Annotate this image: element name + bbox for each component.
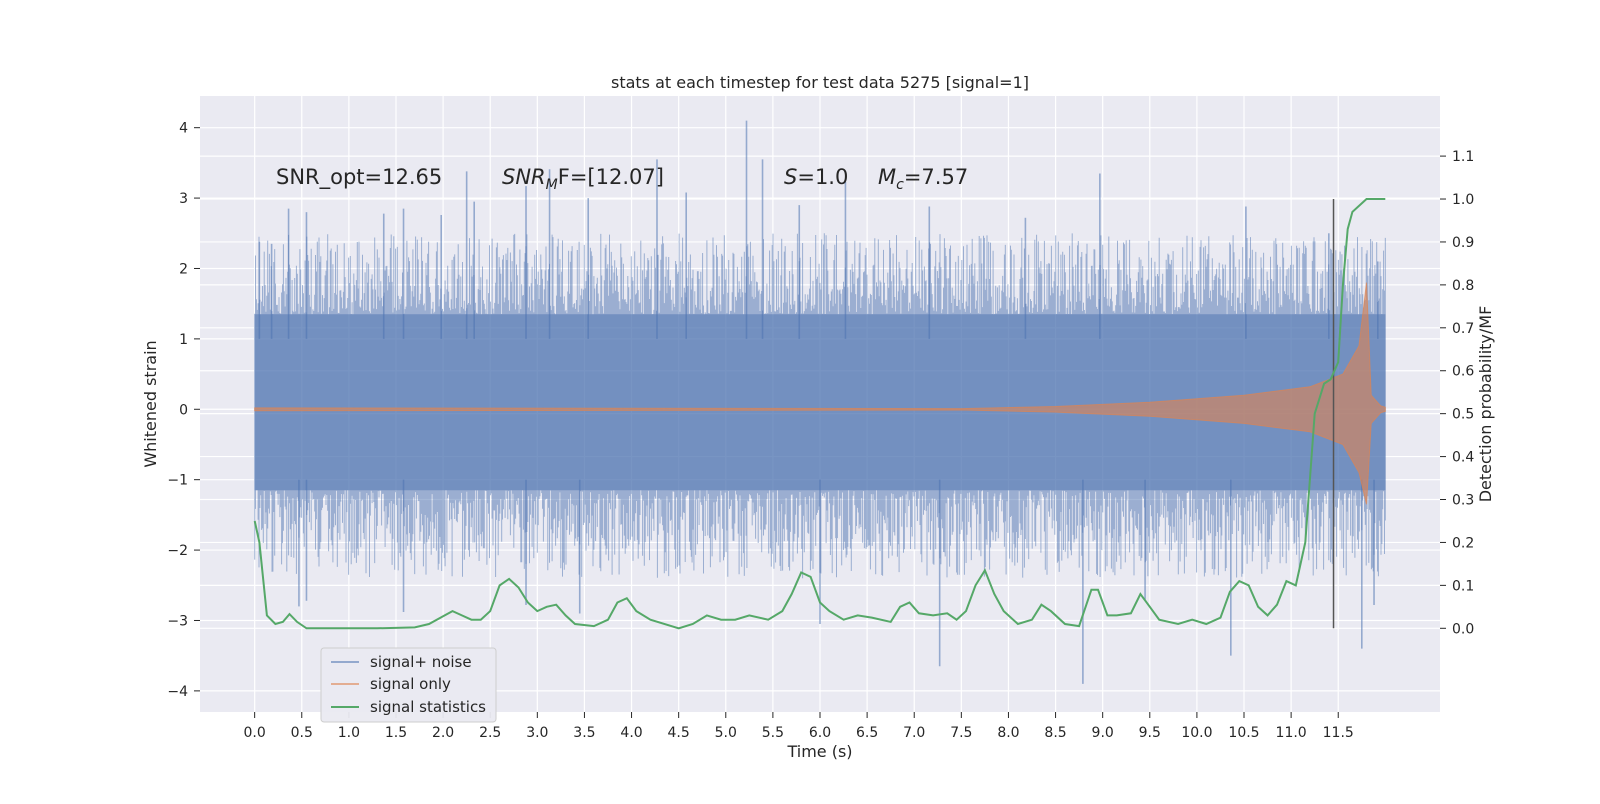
x-tick-label-5: 2.5	[479, 725, 501, 741]
statistics-line	[253, 198, 1386, 630]
y-left-tick-label-5: −1	[167, 473, 188, 489]
x-tick-label-3: 1.5	[385, 725, 407, 741]
x-tick-label-15: 7.5	[950, 725, 972, 741]
x-tick-label-4: 2.0	[432, 725, 454, 741]
annotation-mc: Mc=7.57	[878, 165, 968, 193]
x-tick-label-2: 1.0	[338, 725, 360, 741]
x-tick-label-18: 9.0	[1092, 725, 1114, 741]
x-tick-label-17: 8.5	[1044, 725, 1066, 741]
y-left-tick-label-3: 1	[179, 332, 188, 348]
x-tick-label-21: 10.5	[1228, 725, 1259, 741]
y-right-tick-label-6: 0.5	[1452, 407, 1474, 423]
x-tick-label-11: 5.5	[762, 725, 784, 741]
x-tick-label-14: 7.0	[903, 725, 925, 741]
x-tick-label-7: 3.5	[573, 725, 595, 741]
annotation-mc-main: M	[878, 165, 896, 189]
x-tick-label-0: 0.0	[244, 725, 266, 741]
x-tick-label-13: 6.5	[856, 725, 878, 741]
y-right-tick-label-7: 0.4	[1452, 450, 1474, 466]
y-left-tick-label-0: 4	[179, 121, 188, 137]
y-right-tick-label-2: 0.9	[1452, 235, 1474, 251]
signal-statistics-series	[253, 198, 1386, 630]
axis-ticks: 0.0 0.5 1.0 1.5 2.0 2.5 3.0 3.5 4.0 4.5 5.0 5.5 6.0 6…	[167, 121, 1474, 741]
y-right-tick-label-4: 0.7	[1452, 321, 1474, 337]
y-left-tick-label-1: 3	[179, 191, 188, 207]
y-right-tick-label-5: 0.6	[1452, 364, 1474, 380]
y-right-tick-label-9: 0.2	[1452, 535, 1474, 551]
y-axis-label-left: Whitened strain	[141, 340, 160, 467]
y-right-tick-label-8: 0.3	[1452, 493, 1474, 509]
y-right-tick-label-1: 1.0	[1452, 192, 1474, 208]
y-right-tick-label-3: 0.8	[1452, 278, 1474, 294]
chart-title: stats at each timestep for test data 527…	[611, 73, 1029, 92]
legend-box	[320, 647, 497, 723]
x-tick-label-6: 3.0	[526, 725, 548, 741]
annotation-snr-mf-main: SNR	[502, 165, 546, 189]
y-left-tick-label-2: 2	[179, 261, 188, 277]
y-left-tick-label-6: −2	[167, 543, 188, 559]
legend-label-signal-only: signal only	[370, 675, 451, 693]
x-tick-label-1: 0.5	[291, 725, 313, 741]
annotation-snr-mf: SNRMF=[12.07]	[502, 165, 664, 193]
y-right-tick-label-11: 0.0	[1452, 621, 1474, 637]
y-right-tick-label-0: 1.1	[1452, 149, 1474, 165]
x-tick-label-22: 11.0	[1276, 725, 1307, 741]
legend-label-signal-plus-noise: signal+ noise	[370, 653, 472, 671]
y-left-tick-label-7: −3	[167, 613, 188, 629]
annotation-mc-sub: c	[896, 177, 904, 193]
annotation-s: S=1.0	[784, 165, 848, 189]
x-tick-label-23: 11.5	[1323, 725, 1354, 741]
y-right-tick-label-10: 0.1	[1452, 578, 1474, 594]
y-axis-label-right: Detection probability/MF	[1476, 306, 1495, 503]
legend-label-signal-statistics: signal statistics	[370, 698, 486, 716]
annotation-mc-tail: =7.57	[904, 165, 968, 189]
x-tick-label-10: 5.0	[715, 725, 737, 741]
x-tick-label-16: 8.0	[997, 725, 1019, 741]
x-tick-label-19: 9.5	[1139, 725, 1161, 741]
signal-envelope	[254, 282, 1386, 505]
annotation-snr-mf-tail: F=[12.07]	[558, 165, 664, 189]
x-axis-label: Time (s)	[786, 742, 852, 761]
x-tick-label-12: 6.0	[809, 725, 831, 741]
x-tick-label-9: 4.5	[668, 725, 690, 741]
y-left-tick-label-8: −4	[167, 684, 188, 700]
annotation-s-main: S	[784, 165, 797, 189]
x-tick-label-20: 10.0	[1181, 725, 1212, 741]
signal-only-series	[254, 199, 1386, 629]
annotation-s-tail: =1.0	[797, 165, 848, 189]
annotation-snr-opt: SNR_opt=12.65	[276, 165, 442, 190]
legend: signal+ noise signal only signal statist…	[320, 647, 497, 723]
y-left-tick-label-4: 0	[179, 402, 188, 418]
x-tick-label-8: 4.0	[620, 725, 642, 741]
annotation-snr-mf-sub: M	[546, 177, 558, 193]
